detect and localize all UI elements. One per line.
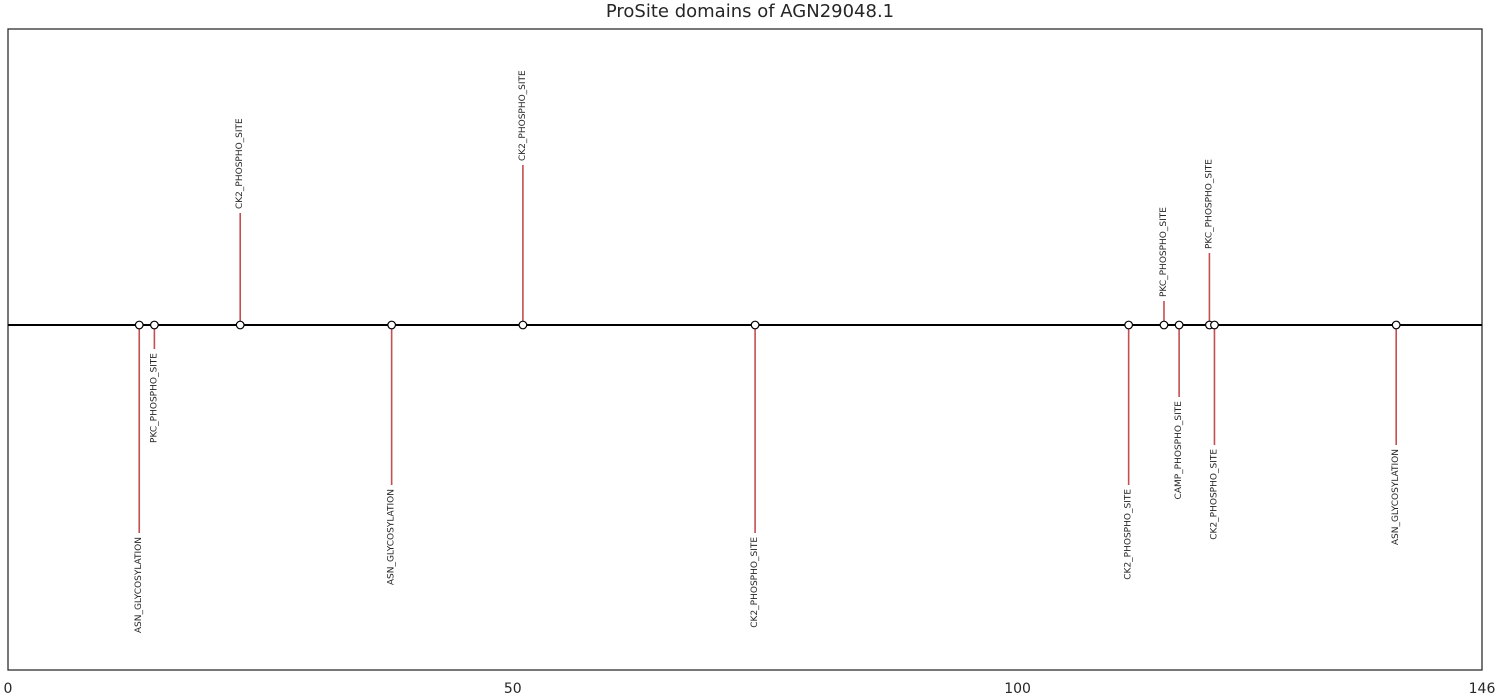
site-labels-layer: ASN_GLYCOSYLATION PKC_PHOSPHO_SITE CK2_PHO… xyxy=(134,70,1401,633)
site-label: ASN_GLYCOSYLATION xyxy=(387,489,397,585)
site-label: CK2_PHOSPHO_SITE xyxy=(518,70,528,161)
site-marker xyxy=(518,320,528,330)
x-tick-label: 50 xyxy=(504,681,522,697)
chart-title: ProSite domains of AGN29048.1 xyxy=(605,1,895,22)
site-marker xyxy=(1391,320,1401,330)
site-label: CK2_PHOSPHO_SITE xyxy=(235,118,245,209)
site-marker xyxy=(134,320,144,330)
site-marker xyxy=(750,320,760,330)
site-marker xyxy=(1174,320,1184,330)
site-marker xyxy=(387,320,397,330)
site-label: PKC_PHOSPHO_SITE xyxy=(1159,207,1169,297)
site-label: ASN_GLYCOSYLATION xyxy=(1391,449,1401,545)
plot-frame xyxy=(7,28,1483,671)
site-marker xyxy=(1210,320,1219,330)
x-tick-label: 0 xyxy=(4,681,13,697)
site-marker xyxy=(149,320,159,330)
site-label: PKC_PHOSPHO_SITE xyxy=(1204,159,1214,249)
site-label: CK2_PHOSPHO_SITE xyxy=(750,537,760,628)
site-marker xyxy=(1159,320,1169,330)
stems-layer xyxy=(138,165,1397,533)
site-label: CAMP_PHOSPHO_SITE xyxy=(1174,401,1184,500)
markers-layer xyxy=(134,320,1401,330)
site-label: ASN_GLYCOSYLATION xyxy=(134,537,144,633)
site-label: PKC_PHOSPHO_SITE xyxy=(149,353,159,443)
x-tick-label: 146 xyxy=(1469,681,1496,697)
site-marker xyxy=(1124,320,1134,330)
x-tick-label: 100 xyxy=(1004,681,1031,697)
x-axis-ticks: 0 50 100 146 xyxy=(4,681,1496,697)
site-marker xyxy=(235,320,245,330)
site-label: CK2_PHOSPHO_SITE xyxy=(1124,489,1134,580)
site-label: CK2_PHOSPHO_SITE xyxy=(1209,449,1219,540)
